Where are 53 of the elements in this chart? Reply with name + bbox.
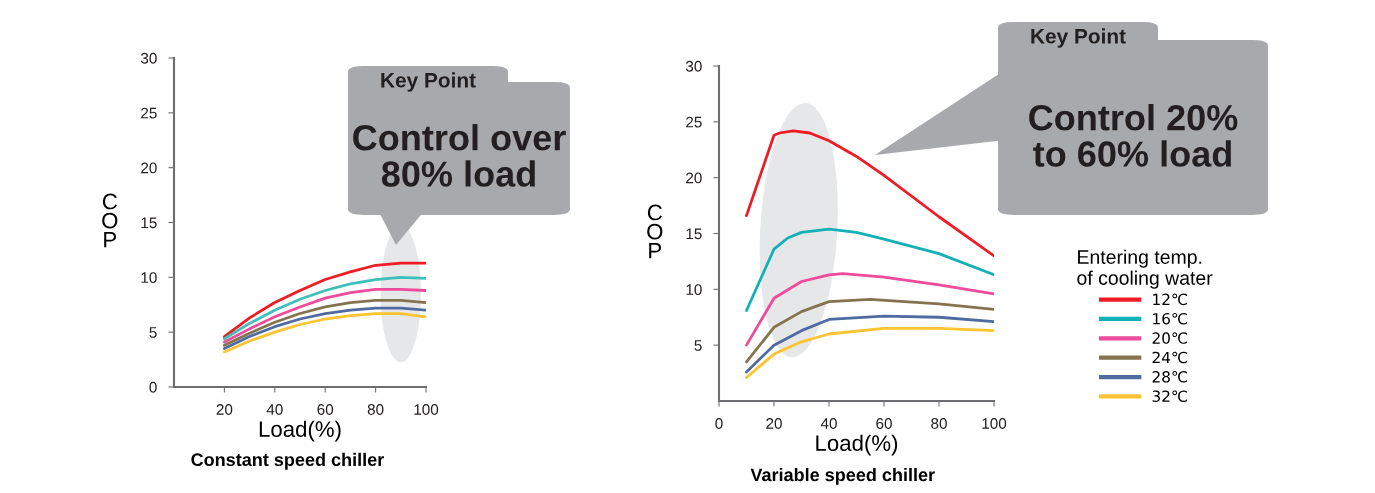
line-series (223, 288, 426, 344)
annotation: Key Point (381, 72, 476, 92)
x-tick-label: 40 (820, 418, 837, 429)
y-tick-label: 5 (149, 327, 157, 338)
line-series (745, 227, 994, 312)
legend-label: 16℃ (1153, 312, 1188, 325)
x-tick-label: 80 (367, 404, 384, 415)
legend-label: 12℃ (1153, 293, 1188, 306)
x-tick-label: 0 (715, 418, 723, 429)
y-tick-label: 10 (141, 272, 157, 284)
x-tick-label: 20 (766, 418, 782, 429)
legend-title: Entering temp. of cooling water (1077, 249, 1213, 289)
x-tick-label: 40 (266, 404, 283, 415)
text: Control 20% to 60% load (1029, 104, 1238, 167)
legend-label: 20℃ (1152, 332, 1188, 344)
x-tick-label: 60 (317, 404, 334, 415)
x-tick-label: 60 (876, 418, 892, 429)
y-tick-label: 20 (686, 172, 702, 184)
x-axis-title: Load(%) (816, 434, 898, 456)
x-tick-label: 20 (216, 404, 233, 415)
x-tick-label: 80 (931, 418, 947, 429)
line-series (223, 298, 426, 347)
line-series (223, 312, 426, 354)
x-axis-title: Load(%) (259, 420, 341, 442)
line-series (745, 272, 994, 347)
y-axis-title: COP (102, 193, 118, 248)
annotation: Control over 80% load (353, 124, 566, 187)
text: Variable speed chiller (750, 468, 935, 485)
y-tick-label: 5 (694, 340, 702, 351)
line-series (223, 261, 426, 338)
text: Constant speed chiller (191, 452, 384, 470)
text: Key Point (1031, 28, 1126, 48)
y-tick-label: 30 (140, 52, 157, 64)
y-tick-label: 25 (686, 116, 702, 128)
line-series (745, 314, 994, 374)
x-tick-label: 100 (414, 404, 439, 415)
line-series (223, 306, 426, 351)
legend-label: 28℃ (1152, 371, 1188, 383)
legend-label: 32℃ (1152, 390, 1188, 402)
y-tick-label: 20 (141, 162, 157, 174)
y-tick-label: 0 (149, 381, 157, 393)
y-tick-label: 30 (685, 60, 702, 72)
legend-label: 24℃ (1152, 351, 1188, 364)
line-series (745, 297, 994, 364)
y-tick-label: 25 (141, 107, 157, 119)
y-tick-label: 15 (141, 217, 157, 229)
line-series (745, 327, 994, 379)
x-tick-label: 100 (982, 418, 1007, 429)
line-series (223, 275, 426, 341)
y-tick-label: 15 (686, 228, 702, 240)
y-axis-title: COP (647, 204, 663, 259)
y-tick-label: 10 (686, 284, 702, 296)
line-series (745, 129, 994, 258)
